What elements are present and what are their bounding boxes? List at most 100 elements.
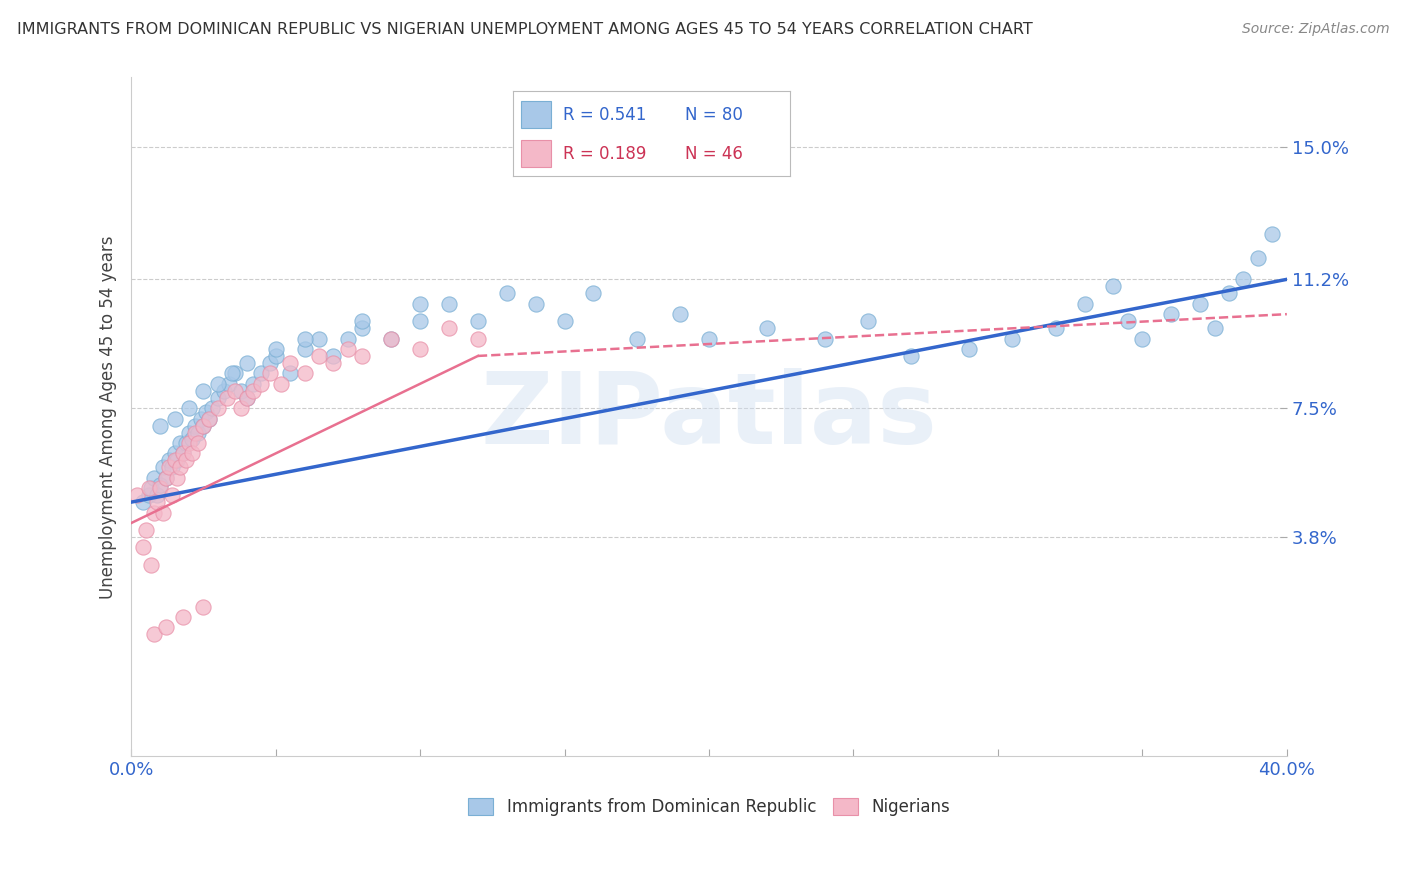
Point <box>163 411 186 425</box>
Point <box>177 436 200 450</box>
Point <box>215 391 238 405</box>
Point <box>813 332 835 346</box>
Point <box>1232 272 1254 286</box>
Point <box>201 401 224 416</box>
Point <box>180 446 202 460</box>
Point <box>198 411 221 425</box>
Point <box>135 523 157 537</box>
Point <box>336 332 359 346</box>
Point <box>125 488 148 502</box>
Point <box>174 453 197 467</box>
Point <box>957 342 980 356</box>
Point <box>270 376 292 391</box>
Point <box>169 460 191 475</box>
Point <box>174 436 197 450</box>
Point <box>352 314 374 328</box>
Point <box>184 418 207 433</box>
Point <box>184 425 207 440</box>
Point <box>187 425 209 440</box>
Point <box>190 411 212 425</box>
Point <box>172 446 194 460</box>
Point <box>669 307 692 321</box>
Point <box>166 453 188 467</box>
Point <box>524 296 547 310</box>
Point <box>278 367 301 381</box>
Point <box>1001 332 1024 346</box>
Point <box>146 495 169 509</box>
Point <box>212 384 235 398</box>
Point <box>172 446 194 460</box>
Point <box>160 488 183 502</box>
Point <box>236 391 259 405</box>
Point <box>697 332 720 346</box>
Point <box>166 471 188 485</box>
Point <box>582 286 605 301</box>
Point <box>437 321 460 335</box>
Point <box>278 356 301 370</box>
Point <box>143 506 166 520</box>
Text: ZIPatlas: ZIPatlas <box>481 368 938 466</box>
Point <box>467 332 489 346</box>
Point <box>308 349 330 363</box>
Point <box>193 384 215 398</box>
Point <box>207 401 229 416</box>
Point <box>224 384 246 398</box>
Point <box>229 401 252 416</box>
Point <box>138 488 160 502</box>
Point <box>149 477 172 491</box>
Point <box>1204 321 1226 335</box>
Point <box>1045 321 1067 335</box>
Point <box>172 610 194 624</box>
Point <box>143 627 166 641</box>
Point <box>1160 307 1182 321</box>
Point <box>160 460 183 475</box>
Point <box>409 342 432 356</box>
Point <box>155 471 177 485</box>
Point <box>236 391 259 405</box>
Legend: Immigrants from Dominican Republic, Nigerians: Immigrants from Dominican Republic, Nige… <box>461 791 956 822</box>
Point <box>163 453 186 467</box>
Point <box>242 376 264 391</box>
Point <box>229 384 252 398</box>
Point <box>336 342 359 356</box>
Point <box>352 321 374 335</box>
Point <box>1116 314 1139 328</box>
Point <box>195 404 218 418</box>
Point <box>132 495 155 509</box>
Y-axis label: Unemployment Among Ages 45 to 54 years: Unemployment Among Ages 45 to 54 years <box>100 235 117 599</box>
Point <box>1218 286 1240 301</box>
Point <box>626 332 648 346</box>
Point <box>177 425 200 440</box>
Point <box>322 356 344 370</box>
Point <box>352 349 374 363</box>
Point <box>495 286 517 301</box>
Point <box>755 321 778 335</box>
Point <box>143 471 166 485</box>
Point <box>1073 296 1095 310</box>
Point <box>146 488 169 502</box>
Point <box>1132 332 1154 346</box>
Point <box>157 453 180 467</box>
Point <box>1189 296 1212 310</box>
Point <box>152 460 174 475</box>
Point <box>1247 252 1270 266</box>
Point <box>218 376 240 391</box>
Point <box>141 481 163 495</box>
Point <box>149 418 172 433</box>
Point <box>149 481 172 495</box>
Point <box>322 349 344 363</box>
Point <box>180 433 202 447</box>
Point <box>193 418 215 433</box>
Text: Source: ZipAtlas.com: Source: ZipAtlas.com <box>1241 22 1389 37</box>
Text: IMMIGRANTS FROM DOMINICAN REPUBLIC VS NIGERIAN UNEMPLOYMENT AMONG AGES 45 TO 54 : IMMIGRANTS FROM DOMINICAN REPUBLIC VS NI… <box>17 22 1032 37</box>
Point <box>198 411 221 425</box>
Point <box>224 367 246 381</box>
Point <box>856 314 879 328</box>
Point <box>193 599 215 614</box>
Point <box>437 296 460 310</box>
Point <box>264 349 287 363</box>
Point <box>207 376 229 391</box>
Point <box>207 391 229 405</box>
Point <box>155 620 177 634</box>
Point <box>152 506 174 520</box>
